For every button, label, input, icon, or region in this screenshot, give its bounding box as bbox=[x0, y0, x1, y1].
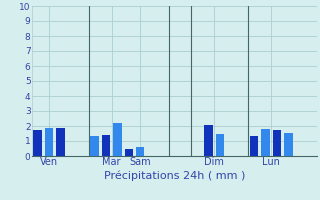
Bar bbox=[56, 128, 65, 156]
Bar bbox=[33, 130, 42, 156]
Bar bbox=[250, 136, 259, 156]
Bar bbox=[113, 123, 122, 156]
Bar bbox=[45, 128, 53, 156]
Bar bbox=[204, 125, 213, 156]
Bar bbox=[273, 130, 281, 156]
Bar bbox=[136, 147, 145, 156]
X-axis label: Précipitations 24h ( mm ): Précipitations 24h ( mm ) bbox=[104, 170, 245, 181]
Bar bbox=[216, 134, 224, 156]
Bar bbox=[102, 135, 110, 156]
Bar bbox=[261, 129, 270, 156]
Bar bbox=[90, 136, 99, 156]
Bar bbox=[124, 149, 133, 156]
Bar bbox=[284, 133, 292, 156]
